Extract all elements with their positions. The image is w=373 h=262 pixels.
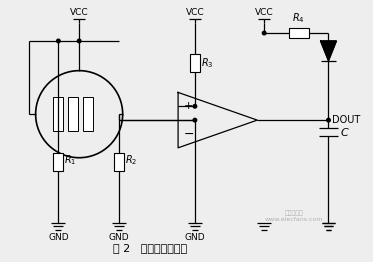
- Circle shape: [193, 105, 197, 108]
- Text: GND: GND: [109, 233, 129, 242]
- Circle shape: [77, 39, 81, 43]
- Polygon shape: [320, 41, 336, 61]
- Text: −: −: [184, 128, 195, 140]
- Text: +: +: [184, 101, 194, 111]
- Circle shape: [262, 31, 266, 35]
- Text: VCC: VCC: [70, 8, 88, 17]
- Text: $R_3$: $R_3$: [201, 56, 213, 70]
- Bar: [289, 28, 309, 38]
- Text: VCC: VCC: [186, 8, 204, 17]
- Text: GND: GND: [185, 233, 205, 242]
- Text: GND: GND: [48, 233, 69, 242]
- Circle shape: [327, 118, 330, 122]
- Text: 电子发烧友
www.elecfans.com: 电子发烧友 www.elecfans.com: [264, 210, 323, 222]
- Text: 图 2   传感器模块电路: 图 2 传感器模块电路: [113, 243, 188, 253]
- Text: $R_2$: $R_2$: [125, 153, 137, 167]
- Text: $C$: $C$: [340, 126, 350, 138]
- Bar: [114, 153, 124, 171]
- Text: $R_1$: $R_1$: [64, 153, 77, 167]
- Circle shape: [193, 118, 197, 122]
- Bar: [190, 54, 200, 72]
- Text: DOUT: DOUT: [332, 115, 361, 125]
- Text: $R_4$: $R_4$: [292, 11, 305, 25]
- Bar: [68, 97, 78, 131]
- Text: VCC: VCC: [255, 8, 273, 17]
- Bar: [53, 153, 63, 171]
- Circle shape: [57, 39, 60, 43]
- Bar: [53, 97, 63, 131]
- Bar: [83, 97, 93, 131]
